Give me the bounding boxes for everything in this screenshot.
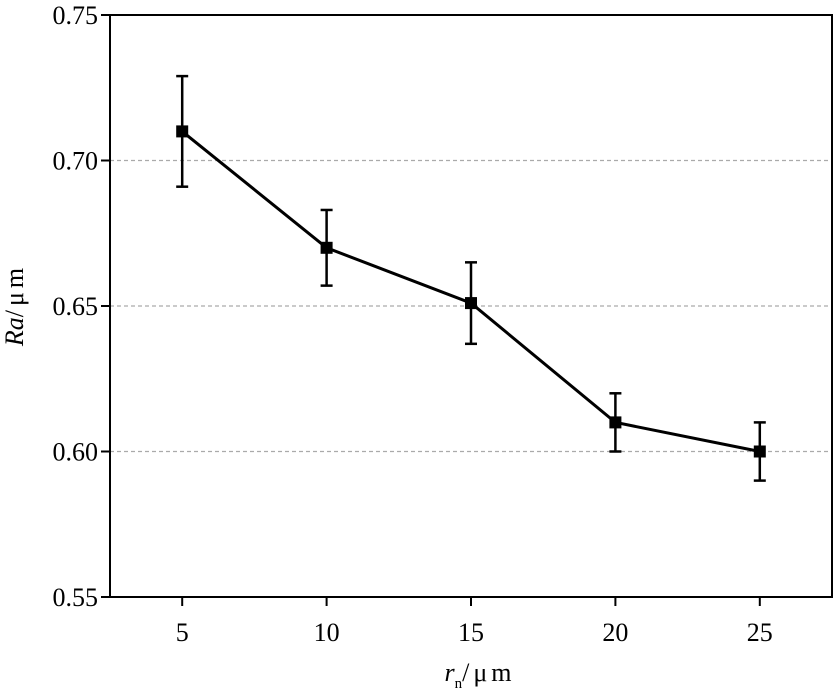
y-axis-label: Ra/μm bbox=[0, 264, 29, 347]
data-point-marker bbox=[320, 241, 333, 254]
y-tick-label: 0.75 bbox=[53, 1, 99, 30]
y-tick-label: 0.55 bbox=[53, 583, 99, 612]
x-axis-label-main: r bbox=[444, 658, 455, 687]
y-tick-label: 0.60 bbox=[53, 438, 99, 467]
data-point-marker bbox=[753, 445, 766, 458]
data-point-marker bbox=[465, 297, 477, 310]
x-axis-label-sub: n bbox=[455, 676, 463, 692]
data-markers bbox=[176, 125, 766, 458]
error-bars bbox=[176, 74, 766, 482]
y-tick-label: 0.70 bbox=[53, 147, 99, 176]
y-axis-label-main: Ra bbox=[0, 317, 29, 347]
y-axis: 0.55 0.60 0.65 0.70 0.75 bbox=[53, 1, 110, 612]
x-tick-label: 20 bbox=[602, 618, 628, 647]
y-axis-label-unit: /μm bbox=[0, 264, 29, 317]
x-tick-label: 25 bbox=[747, 618, 773, 647]
x-tick-label: 5 bbox=[176, 618, 189, 647]
x-tick-label: 10 bbox=[314, 618, 340, 647]
x-axis-label: rn/μm bbox=[444, 658, 515, 692]
x-tick-label: 15 bbox=[458, 618, 484, 647]
x-axis-label-unit: /μm bbox=[462, 658, 515, 687]
data-point-marker bbox=[176, 125, 189, 138]
data-point-marker bbox=[609, 416, 622, 429]
y-tick-label: 0.65 bbox=[53, 292, 99, 321]
x-axis: 5 10 15 20 25 bbox=[176, 597, 773, 647]
